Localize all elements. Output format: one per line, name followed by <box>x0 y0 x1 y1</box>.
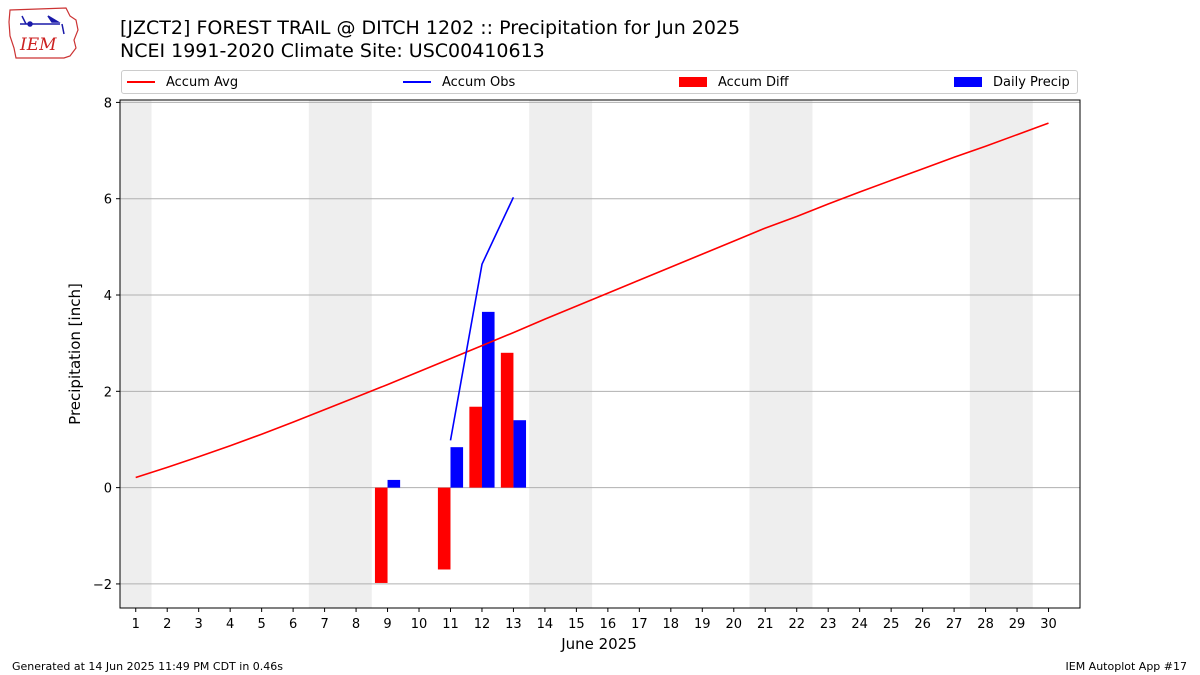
x-tick-label: 23 <box>820 617 837 632</box>
bar-daily-precip <box>513 420 527 488</box>
y-tick-label: 4 <box>104 289 112 304</box>
x-tick-label: 14 <box>537 617 554 632</box>
legend-label: Accum Avg <box>166 74 239 90</box>
x-tick-label: 10 <box>411 617 428 632</box>
bar-accum-diff <box>500 352 514 488</box>
x-tick-label: 6 <box>289 617 297 632</box>
x-tick-label: 2 <box>163 617 171 632</box>
logo-text: IEM <box>19 35 57 55</box>
chart-title: [JZCT2] FOREST TRAIL @ DITCH 1202 :: Pre… <box>120 17 741 39</box>
line-accum-obs <box>449 196 515 441</box>
x-tick-label: 3 <box>195 617 203 632</box>
plot-frame <box>119 99 1081 609</box>
legend: Accum Avg Accum Obs Accum Diff Daily Precip <box>121 70 1078 94</box>
x-tick-label: 26 <box>914 617 931 632</box>
x-tick-label: 5 <box>257 617 265 632</box>
legend-item: Accum Diff <box>679 71 789 93</box>
legend-label: Accum Diff <box>718 74 789 90</box>
line-accum-avg <box>135 122 1049 479</box>
bar-daily-precip <box>481 311 495 488</box>
x-tick-label: 7 <box>320 617 328 632</box>
legend-swatch <box>127 81 155 83</box>
x-tick-label: 11 <box>442 617 459 632</box>
bar-daily-precip <box>450 447 464 488</box>
x-tick-label: 19 <box>694 617 711 632</box>
bar-accum-diff <box>374 487 388 583</box>
weather-station-icon <box>20 15 65 35</box>
y-tick-label: 2 <box>104 385 112 400</box>
x-tick-label: 16 <box>600 617 617 632</box>
footer-app-id: IEM Autoplot App #17 <box>1065 660 1188 673</box>
legend-swatch <box>403 81 431 83</box>
x-tick-label: 20 <box>725 617 742 632</box>
legend-item: Accum Obs <box>403 71 515 93</box>
weekend-band <box>969 100 1033 608</box>
y-axis-label: Precipitation [inch] <box>66 283 84 425</box>
x-tick-label: 12 <box>474 617 491 632</box>
weekend-band <box>749 100 813 608</box>
x-tick-label: 9 <box>383 617 391 632</box>
y-tick-label: 8 <box>104 96 112 111</box>
x-tick-label: 15 <box>568 617 585 632</box>
footer-generated: Generated at 14 Jun 2025 11:49 PM CDT in… <box>12 660 284 673</box>
weekend-band <box>529 100 593 608</box>
y-tick-label: −2 <box>93 578 112 593</box>
x-tick-label: 21 <box>757 617 774 632</box>
weekend-band <box>120 100 152 608</box>
legend-label: Daily Precip <box>993 74 1070 90</box>
weekend-band <box>308 100 372 608</box>
x-tick-label: 1 <box>132 617 140 632</box>
x-axis-label: June 2025 <box>560 635 637 653</box>
x-tick-label: 4 <box>226 617 234 632</box>
y-tick-label: 0 <box>104 482 112 497</box>
x-tick-label: 28 <box>977 617 994 632</box>
x-tick-label: 24 <box>851 617 868 632</box>
x-tick-label: 25 <box>883 617 900 632</box>
x-tick-label: 30 <box>1040 617 1057 632</box>
y-tick-label: 6 <box>104 193 112 208</box>
legend-swatch <box>954 77 982 87</box>
bar-daily-precip <box>387 479 401 488</box>
x-tick-label: 17 <box>631 617 648 632</box>
x-tick-label: 8 <box>352 617 360 632</box>
x-tick-label: 29 <box>1009 617 1026 632</box>
x-tick-label: 18 <box>663 617 680 632</box>
x-tick-label: 27 <box>946 617 963 632</box>
legend-label: Accum Obs <box>442 74 516 90</box>
legend-swatch <box>679 77 707 87</box>
x-tick-label: 13 <box>505 617 522 632</box>
chart-subtitle: NCEI 1991-2020 Climate Site: USC00410613 <box>120 40 545 62</box>
x-tick-label: 22 <box>788 617 805 632</box>
iem-logo: IEM <box>8 7 79 59</box>
legend-item: Daily Precip <box>954 71 1070 93</box>
bar-accum-diff <box>437 487 451 570</box>
iowa-state-outline-icon <box>8 7 79 59</box>
legend-item: Accum Avg <box>127 71 238 93</box>
bar-accum-diff <box>469 406 482 488</box>
